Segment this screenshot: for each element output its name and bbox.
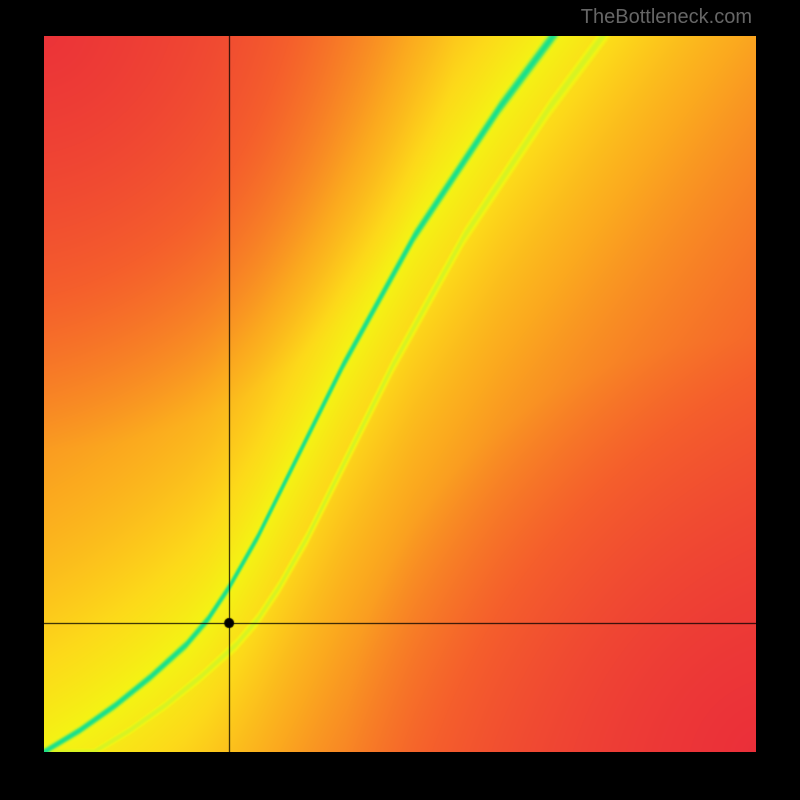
crosshair-overlay xyxy=(44,36,756,752)
watermark-label: TheBottleneck.com xyxy=(581,6,752,29)
heatmap-plot xyxy=(44,36,756,752)
